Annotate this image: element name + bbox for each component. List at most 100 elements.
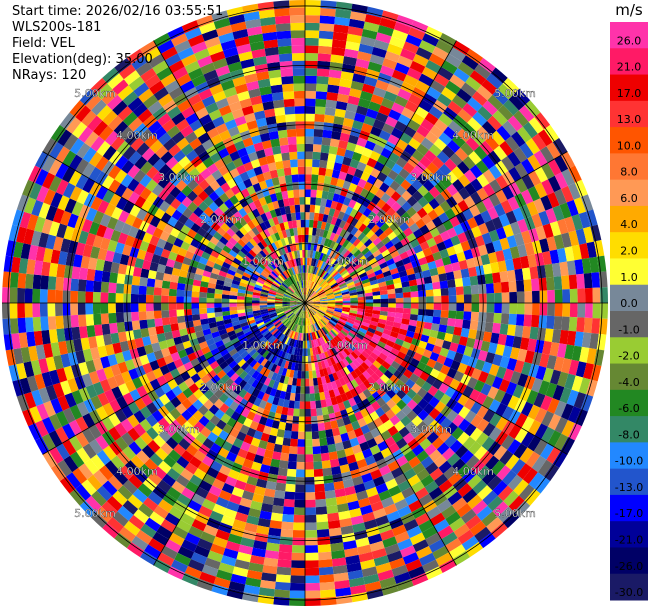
- range-gate: [415, 80, 430, 94]
- colorbar-tick-label: 8.0: [620, 166, 638, 179]
- range-gate: [335, 263, 343, 271]
- range-gate: [508, 166, 522, 182]
- range-gate: [333, 115, 345, 126]
- range-gate: [316, 243, 321, 252]
- range-gate: [525, 138, 541, 155]
- range-gate: [363, 285, 372, 291]
- range-gate: [475, 159, 489, 174]
- range-gate: [380, 294, 389, 300]
- range-gate: [417, 185, 429, 197]
- range-gate: [346, 142, 357, 152]
- range-gate: [361, 247, 370, 256]
- range-gate: [415, 250, 426, 260]
- range-gate: [495, 226, 507, 240]
- range-gate: [428, 186, 441, 199]
- range-gate: [394, 259, 405, 268]
- range-gate: [399, 251, 409, 260]
- range-gate: [326, 239, 333, 248]
- range-gate: [402, 41, 419, 54]
- range-gate: [466, 217, 479, 230]
- range-gate: [363, 21, 380, 33]
- range-gate: [349, 88, 362, 99]
- range-gate: [564, 216, 576, 233]
- range-gate: [547, 175, 562, 193]
- range-gate: [355, 241, 364, 250]
- range-gate: [339, 284, 348, 290]
- range-gate: [344, 149, 355, 159]
- range-gate: [481, 155, 495, 170]
- range-gate: [361, 83, 376, 95]
- range-gate: [326, 295, 335, 299]
- range-gate: [412, 190, 424, 202]
- range-gate: [312, 299, 320, 302]
- range-gate: [439, 200, 452, 213]
- range-gate: [374, 269, 383, 276]
- range-gate: [358, 223, 367, 233]
- range-gate: [444, 158, 457, 172]
- range-gate: [469, 204, 481, 218]
- range-gate: [338, 219, 347, 229]
- range-gate: [352, 260, 361, 268]
- range-gate: [426, 162, 439, 175]
- range-gate: [561, 168, 575, 186]
- range-gate: [401, 190, 413, 202]
- range-gate: [561, 275, 570, 290]
- range-gate: [311, 166, 320, 175]
- range-gate: [387, 134, 400, 146]
- range-gate: [433, 234, 444, 245]
- range-gate: [448, 120, 463, 135]
- range-gate: [309, 291, 316, 298]
- range-gate: [379, 289, 388, 296]
- range-gate: [343, 274, 351, 281]
- range-gate: [393, 241, 404, 250]
- range-gate: [394, 62, 410, 75]
- colorbar-tick-label: -13.0: [615, 481, 643, 494]
- range-gate: [345, 252, 354, 261]
- range-gate: [445, 80, 461, 95]
- range-gate: [305, 136, 314, 145]
- range-gate: [417, 284, 426, 292]
- range-gate: [452, 191, 464, 204]
- range-gate: [319, 297, 328, 300]
- range-gate: [376, 208, 387, 219]
- range-gate: [309, 273, 313, 282]
- range-gate: [389, 180, 401, 192]
- range-gate: [505, 136, 520, 152]
- range-gate: [333, 291, 342, 296]
- colorbar-tick-label: 1.0: [620, 271, 638, 284]
- colorbar-tick-label: -10.0: [615, 455, 643, 468]
- range-gate: [445, 53, 462, 68]
- range-gate: [346, 224, 355, 234]
- range-gate: [346, 215, 355, 225]
- range-gate: [343, 250, 351, 258]
- range-gate: [502, 120, 517, 137]
- range-gate: [405, 217, 416, 228]
- range-gate: [372, 119, 386, 130]
- range-gate: [340, 71, 354, 81]
- range-gate: [495, 250, 506, 263]
- range-gate: [465, 136, 480, 151]
- range-gate: [352, 120, 364, 131]
- range-gate: [534, 252, 545, 267]
- range-gate: [418, 99, 433, 113]
- range-gate: [369, 279, 379, 286]
- range-gate: [319, 294, 327, 299]
- range-gate: [378, 104, 392, 117]
- range-gate: [306, 265, 309, 273]
- range-gate: [437, 66, 454, 81]
- range-gate: [346, 233, 354, 242]
- colorbar-tick-label: -21.0: [615, 534, 643, 547]
- range-gate: [412, 244, 423, 254]
- range-gate: [431, 156, 445, 170]
- range-gate: [448, 287, 457, 296]
- range-gate: [306, 280, 309, 289]
- range-gate: [443, 106, 458, 121]
- range-gate: [510, 221, 522, 236]
- range-gate: [339, 78, 353, 89]
- range-gate: [320, 152, 329, 161]
- range-gate: [305, 297, 311, 303]
- range-gate: [449, 215, 461, 228]
- range-gate: [308, 234, 313, 243]
- range-gate: [434, 258, 445, 268]
- range-gate: [432, 46, 449, 61]
